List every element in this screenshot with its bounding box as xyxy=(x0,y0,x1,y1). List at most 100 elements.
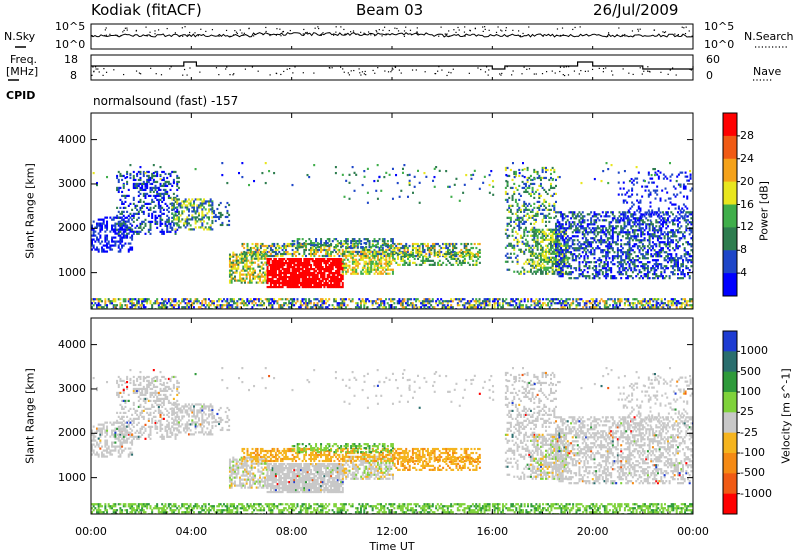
power-cell xyxy=(119,248,122,251)
power-cell xyxy=(122,224,125,227)
power-cell xyxy=(555,231,558,234)
power-cell xyxy=(101,300,104,303)
power-cell xyxy=(533,262,536,265)
power-cell xyxy=(291,279,294,283)
power-cell xyxy=(254,277,257,280)
power-cell xyxy=(288,244,291,248)
power-cell xyxy=(296,300,299,303)
power-cell xyxy=(311,271,314,275)
power-cell xyxy=(556,273,559,276)
power-cell xyxy=(306,281,309,285)
power-cell xyxy=(351,250,354,254)
power-cell xyxy=(328,260,331,263)
power-cell xyxy=(201,200,204,203)
power-cell xyxy=(124,242,127,245)
power-cell xyxy=(475,255,478,258)
power-cell xyxy=(192,210,195,213)
power-cell xyxy=(296,250,299,254)
power-cell xyxy=(354,302,357,305)
power-cell xyxy=(137,178,140,182)
power-cell xyxy=(549,184,552,188)
power-cell xyxy=(182,298,185,301)
power-cell xyxy=(228,273,231,276)
power-cell xyxy=(689,300,692,303)
power-cell xyxy=(595,219,598,222)
power-cell xyxy=(141,222,144,225)
power-cell xyxy=(293,304,296,307)
power-cell xyxy=(561,275,564,278)
power-cell xyxy=(568,263,571,266)
power-cell xyxy=(293,240,296,243)
power-cell xyxy=(341,273,344,277)
power-cell xyxy=(388,298,391,301)
power-cell xyxy=(553,192,556,196)
power-cell xyxy=(558,229,561,232)
power-cell xyxy=(457,252,460,256)
power-cell xyxy=(440,302,443,305)
power-cell xyxy=(252,257,255,260)
power-cell xyxy=(450,306,453,309)
power-cell xyxy=(432,259,435,262)
power-cell xyxy=(674,302,677,305)
power-cell xyxy=(255,275,258,278)
power-cell xyxy=(328,304,331,307)
power-cell xyxy=(562,300,565,303)
power-cell xyxy=(174,232,177,235)
power-cell xyxy=(368,262,371,265)
power-cell xyxy=(595,271,598,274)
power-cell xyxy=(508,268,511,271)
power-cell xyxy=(326,281,329,285)
power-cell xyxy=(477,242,480,246)
power-cell xyxy=(430,251,433,254)
power-cell xyxy=(271,263,274,267)
power-cell xyxy=(121,240,124,243)
power-cell xyxy=(353,238,356,241)
power-cell xyxy=(358,262,361,265)
power-cell xyxy=(330,285,333,289)
power-cell xyxy=(563,244,566,247)
power-cell xyxy=(341,252,344,256)
power-cell xyxy=(106,238,109,241)
power-cell xyxy=(380,244,383,248)
power-cell xyxy=(233,259,236,262)
power-cell xyxy=(117,216,120,219)
power-cell xyxy=(542,302,545,305)
power-cell xyxy=(373,256,376,259)
power-cell xyxy=(284,298,287,301)
power-cell xyxy=(356,240,359,243)
power-cell xyxy=(206,228,209,231)
power-cell xyxy=(154,194,157,198)
power-cell xyxy=(519,236,522,239)
power-cell xyxy=(350,252,353,255)
power-cell xyxy=(136,172,139,176)
power-cell xyxy=(398,242,401,246)
power-cell xyxy=(230,269,233,272)
power-cell xyxy=(657,298,660,301)
power-cell xyxy=(286,250,289,254)
power-cell xyxy=(326,285,329,289)
power-cell xyxy=(565,244,568,247)
power-cell xyxy=(293,242,296,246)
power-cell xyxy=(259,244,262,248)
power-cell xyxy=(570,273,573,276)
power-cell xyxy=(561,261,564,264)
power-cell xyxy=(406,246,409,250)
power-cell xyxy=(420,306,423,309)
power-cell xyxy=(375,250,378,253)
power-cell xyxy=(257,273,260,276)
power-cell xyxy=(563,231,566,234)
power-cell xyxy=(187,302,190,305)
power-cell xyxy=(132,196,135,200)
power-cell xyxy=(451,244,454,248)
power-cell xyxy=(245,263,248,266)
power-cell xyxy=(187,208,190,211)
power-cell xyxy=(450,252,453,256)
power-cell xyxy=(441,246,444,250)
power-cell xyxy=(575,231,578,234)
power-cell xyxy=(553,216,556,219)
power-cell xyxy=(308,283,311,287)
power-cell xyxy=(91,238,93,241)
power-cell xyxy=(162,184,165,188)
power-cell xyxy=(546,214,549,217)
power-cell xyxy=(585,300,588,303)
